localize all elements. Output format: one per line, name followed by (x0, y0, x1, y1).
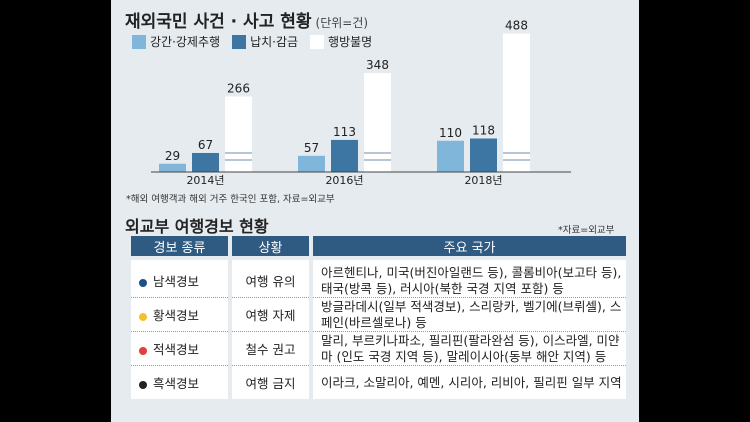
table-title: 외교부 여행경보 현황 (125, 217, 269, 236)
countries-cell: 아르헨티나, 미국(버진아일랜드 등), 콜롬비아(보고타 등), 태국(방콕 … (313, 260, 626, 297)
status-cell: 여행 자제 (232, 297, 309, 331)
legend-swatch (232, 34, 247, 49)
legend-label: 강간·강제추행 (150, 35, 221, 49)
data-label: 266 (227, 81, 250, 95)
status-cell: 철수 권고 (232, 331, 309, 365)
table-row: 적색경보 철수 권고 말리, 부르키나파소, 필리핀(팔라완섬 등), 이스라엘, … (131, 331, 626, 365)
header-countries: 주요 국가 (313, 236, 626, 256)
warning-type-cell: 적색경보 (131, 331, 228, 365)
countries-cell: 이라크, 소말리아, 예멘, 시리아, 리비아, 필리핀 일부 지역 (313, 365, 626, 399)
table-header-row: 경보 종류 상황 주요 국가 (131, 236, 626, 256)
data-label: 67 (198, 138, 213, 152)
warning-type-label: 황색경보 (153, 308, 200, 323)
legend-label: 행방불명 (328, 35, 373, 49)
table-row: 흑색경보 여행 금지 이라크, 소말리아, 예멘, 시리아, 리비아, 필리핀 일부… (131, 365, 626, 399)
chart-legend: 강간·강제추행 납치·감금 행방불명 (132, 33, 372, 50)
warning-type-cell: 흑색경보 (131, 365, 228, 399)
warning-type-label: 흑색경보 (153, 376, 200, 391)
countries-cell: 방글라데시(일부 적색경보), 스리랑카, 벨기에(브뤼셀), 스페인(바르셀로… (313, 297, 626, 331)
infographic-panel: 재외국민 사건 · 사고 현황 (단위=건) 강간·강제추행 납치·감금 행방불명 2… (111, 0, 639, 422)
chart-title: 재외국민 사건 · 사고 현황 (단위=건) (125, 12, 369, 32)
legend-label: 납치·감금 (250, 35, 299, 49)
x-tick-label: 2014년 (186, 174, 224, 187)
header-status: 상황 (232, 236, 309, 256)
data-label: 113 (333, 125, 356, 139)
countries-cell: 말리, 부르키나파소, 필리핀(팔라완섬 등), 이스라엘, 미얀마 (인도 국… (313, 331, 626, 365)
bar (331, 139, 358, 172)
unit-label: (단위=건) (315, 16, 369, 30)
status-cell: 여행 유의 (232, 260, 309, 297)
status-cell: 여행 금지 (232, 365, 309, 399)
warning-dot-icon (139, 312, 147, 321)
warning-dot-icon (139, 380, 147, 389)
warning-type-label: 적색경보 (153, 342, 200, 357)
warning-dot-icon (139, 278, 147, 287)
table-row: 황색경보 여행 자제 방글라데시(일부 적색경보), 스리랑카, 벨기에(브뤼셀),… (131, 297, 626, 331)
warning-type-label: 남색경보 (153, 274, 200, 289)
warning-type-cell: 남색경보 (131, 260, 228, 297)
data-label: 29 (165, 149, 180, 163)
bar-chart: 29 67 266 2014년 57 113 348 2016년 110 118 488 2018년 (151, 18, 571, 187)
bar (437, 140, 464, 172)
bar (298, 155, 325, 172)
legend-item: 행방불명 (310, 33, 372, 50)
legend-item: 납치·감금 (232, 33, 298, 50)
data-label: 118 (472, 123, 495, 137)
legend-item: 강간·강제추행 (132, 33, 220, 50)
legend-swatch (310, 34, 325, 49)
legend-swatch (132, 34, 146, 49)
bar (192, 152, 219, 172)
bar (159, 163, 186, 172)
travel-warning-table: 경보 종류 상황 주요 국가 남색경보 여행 유의 아르헨티나, 미국(버진아일랜드… (127, 236, 630, 399)
bar (503, 33, 530, 172)
x-tick-label: 2016년 (325, 174, 363, 187)
table-row: 남색경보 여행 유의 아르헨티나, 미국(버진아일랜드 등), 콜롬비아(보고타 등… (131, 260, 626, 297)
data-label: 110 (439, 126, 462, 140)
bar (470, 138, 497, 172)
data-label: 57 (304, 141, 319, 155)
data-label: 488 (505, 18, 528, 32)
table-source: *자료=외교부 (558, 225, 615, 236)
header-warning-type: 경보 종류 (131, 236, 228, 256)
bar (364, 73, 391, 172)
data-label: 348 (366, 58, 389, 72)
warning-dot-icon (139, 346, 147, 355)
x-tick-label: 2018년 (464, 174, 502, 187)
warning-type-cell: 황색경보 (131, 297, 228, 331)
chart-footnote: *해외 여행객과 해외 거주 한국인 포함, 자료=외교부 (126, 194, 335, 205)
